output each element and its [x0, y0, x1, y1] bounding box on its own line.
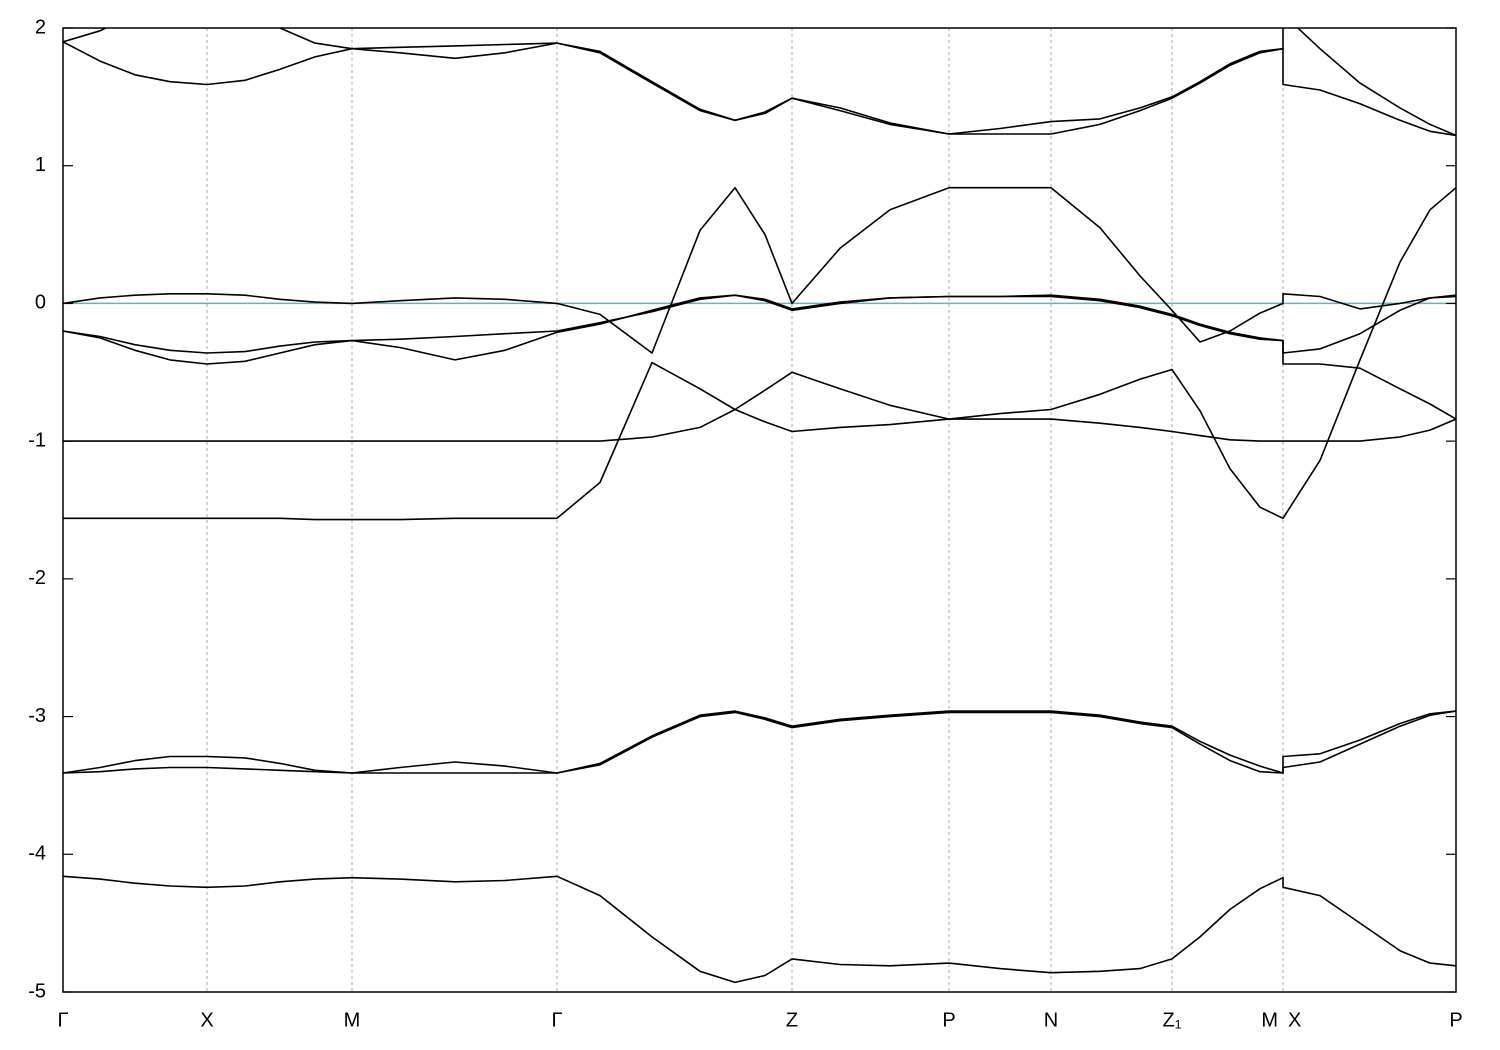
- x-tick-label: Γ: [57, 1009, 68, 1031]
- y-tick-label: 1: [35, 154, 46, 176]
- band-line: [63, 41, 1456, 137]
- band-line: [63, 294, 1456, 354]
- bands-layer: [63, 28, 1456, 984]
- band-line: [63, 28, 1456, 137]
- y-tick-label: -4: [28, 843, 46, 865]
- y-tick-label: -1: [28, 429, 46, 451]
- grid-layer: [206, 28, 1284, 992]
- band-line: [63, 875, 1456, 984]
- plot-frame: [62, 27, 1457, 993]
- x-tick-label: M: [1261, 1009, 1278, 1031]
- x-tick-label: M: [344, 1009, 361, 1031]
- x-tick-label: Z: [786, 1009, 798, 1031]
- y-tick-label: -2: [28, 567, 46, 589]
- band-line: [63, 186, 1456, 354]
- band-line: [63, 710, 1456, 774]
- y-tick-label: -5: [28, 980, 46, 1002]
- band-line: [63, 710, 1456, 774]
- x-tick-label: P: [1449, 1009, 1462, 1031]
- x-tick-label: X: [200, 1009, 213, 1031]
- x-tick-label: Z₁: [1163, 1009, 1182, 1031]
- y-tick-label: 2: [35, 16, 46, 38]
- y-tick-label: 0: [35, 292, 46, 314]
- band-line: [63, 371, 1456, 442]
- x-tick-label: X: [1288, 1009, 1301, 1031]
- x-tick-label: Γ: [551, 1009, 562, 1031]
- x-tick-label: N: [1044, 1009, 1058, 1031]
- band-line: [63, 187, 1456, 521]
- y-tick-label: -3: [28, 705, 46, 727]
- band-line: [63, 294, 1456, 420]
- x-tick-label: P: [942, 1009, 955, 1031]
